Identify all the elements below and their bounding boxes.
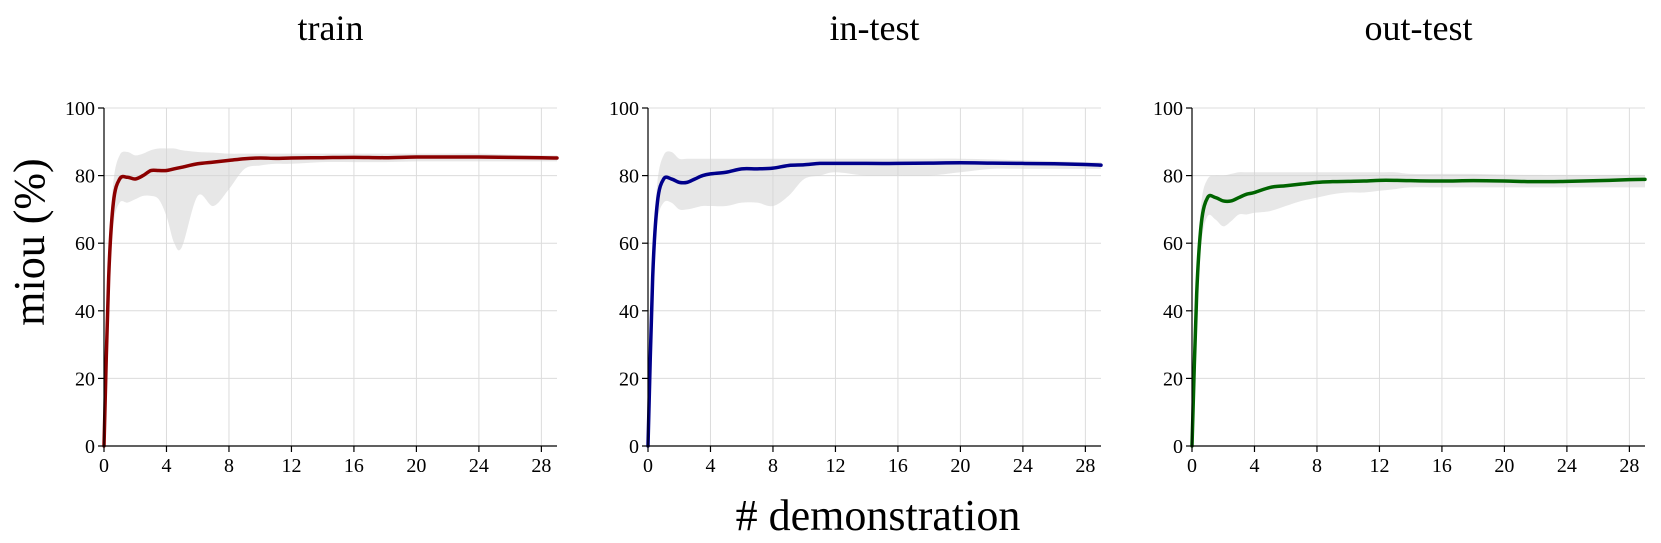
x-tick-label: 8 <box>1312 455 1322 477</box>
x-tick-label: 24 <box>1557 455 1577 477</box>
x-tick-label: 20 <box>1494 455 1514 477</box>
x-tick-label: 12 <box>825 455 845 477</box>
panel-title: in-test <box>830 8 920 48</box>
y-tick-label: 40 <box>1163 301 1183 323</box>
y-tick-label: 80 <box>75 166 95 188</box>
x-tick-label: 4 <box>161 455 171 477</box>
confidence-band <box>648 151 1101 446</box>
chart-panel-train: train 0 20 40 60 80 100 0 4 8 12 16 20 24 28 <box>65 8 559 477</box>
x-tick-label: 12 <box>281 455 301 477</box>
y-tick-label: 100 <box>65 98 95 120</box>
x-tick-label: 4 <box>705 455 715 477</box>
x-tick-label: 16 <box>1432 455 1452 477</box>
y-tick-label: 0 <box>85 436 95 458</box>
y-tick-label: 60 <box>619 233 639 255</box>
x-tick-label: 16 <box>888 455 908 477</box>
x-tick-label: 28 <box>1619 455 1639 477</box>
y-tick-label: 100 <box>1153 98 1183 120</box>
x-tick-label: 28 <box>531 455 551 477</box>
x-tick-label: 24 <box>469 455 489 477</box>
y-tick-label: 40 <box>619 301 639 323</box>
y-tick-label: 80 <box>619 166 639 188</box>
y-tick-label: 40 <box>75 301 95 323</box>
x-tick-label: 8 <box>224 455 234 477</box>
series-line <box>1190 177 1647 448</box>
y-tick-label: 60 <box>75 233 95 255</box>
x-tick-label: 0 <box>99 455 109 477</box>
x-tick-label: 4 <box>1249 455 1259 477</box>
y-tick-label: 20 <box>1163 368 1183 390</box>
chart-panel-out-test: out-test 0 20 40 60 80 100 0 4 8 12 16 20 24 28 <box>1153 8 1647 477</box>
x-tick-label: 8 <box>768 455 778 477</box>
x-tick-label: 20 <box>406 455 426 477</box>
chart-panel-in-test: in-test 0 20 40 60 80 100 0 4 8 12 16 20 24 28 <box>609 8 1103 477</box>
x-tick-label: 28 <box>1075 455 1095 477</box>
y-axis-title: miou (%) <box>5 158 54 325</box>
panel-title: train <box>298 8 364 48</box>
series-line <box>102 155 559 448</box>
y-tick-label: 100 <box>609 98 639 120</box>
series-line <box>646 161 1103 448</box>
confidence-band <box>104 148 557 446</box>
x-axis-title: # demonstration <box>736 491 1021 540</box>
x-tick-label: 0 <box>1187 455 1197 477</box>
panel-title: out-test <box>1365 8 1473 48</box>
y-tick-label: 20 <box>619 368 639 390</box>
x-tick-label: 20 <box>950 455 970 477</box>
y-tick-label: 80 <box>1163 166 1183 188</box>
x-tick-label: 0 <box>643 455 653 477</box>
x-tick-label: 24 <box>1013 455 1033 477</box>
y-tick-label: 60 <box>1163 233 1183 255</box>
x-tick-label: 16 <box>344 455 364 477</box>
y-tick-label: 0 <box>629 436 639 458</box>
confidence-band <box>1192 172 1645 446</box>
y-tick-label: 0 <box>1173 436 1183 458</box>
x-tick-label: 12 <box>1369 455 1389 477</box>
y-tick-label: 20 <box>75 368 95 390</box>
